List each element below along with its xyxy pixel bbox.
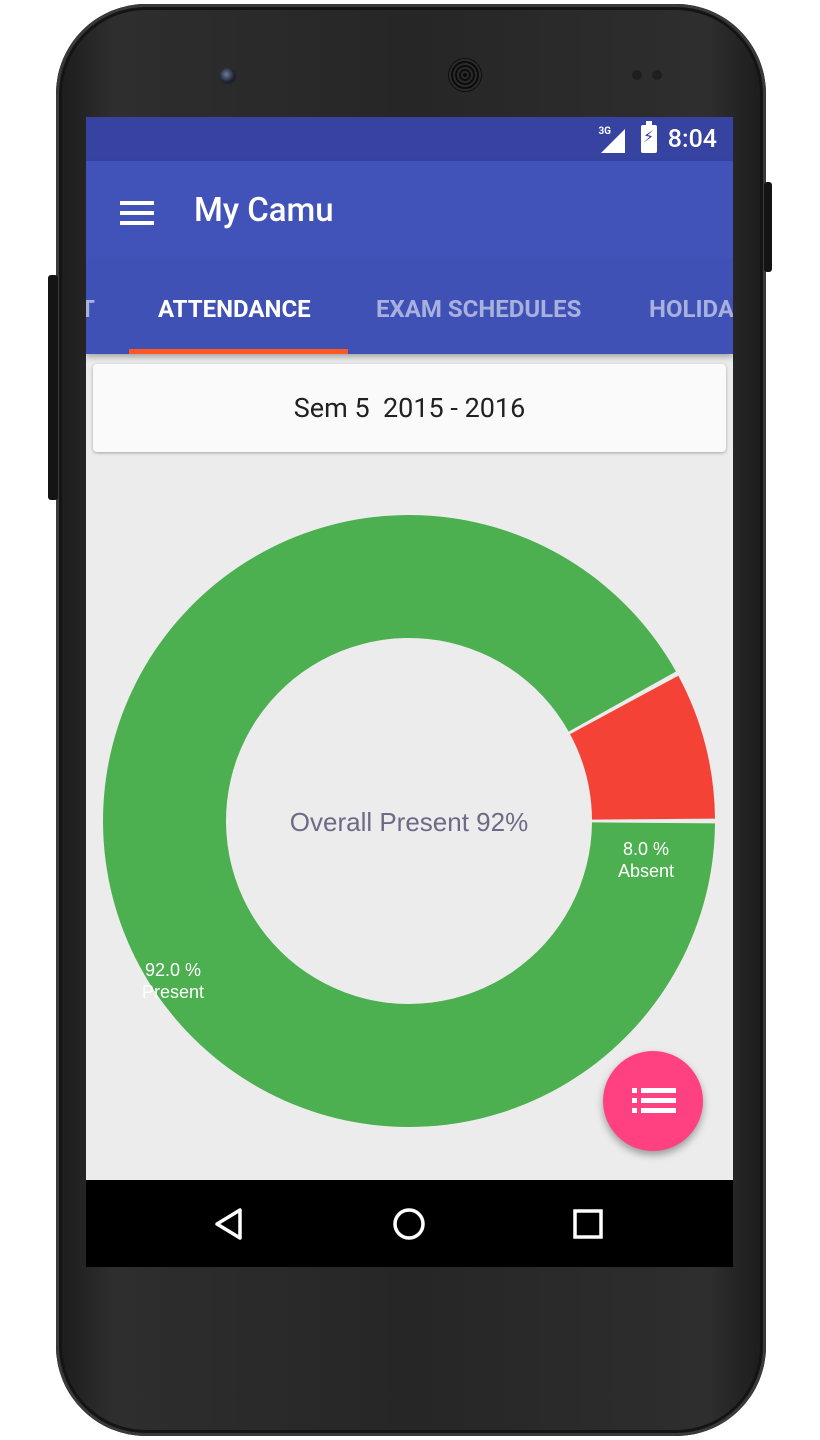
tab-previous[interactable]: T (86, 295, 95, 323)
absent-slice-name: Absent (618, 861, 674, 881)
tab-holidays[interactable]: HOLIDA (649, 295, 733, 323)
signal-icon (601, 129, 625, 153)
donut-slice-present (103, 514, 715, 1127)
attendance-donut-chart: 92.0 % Present 8.0 % Absent Overall Pres… (103, 514, 715, 1127)
tab-attendance[interactable]: ATTENDANCE (158, 295, 311, 323)
absent-slice-percent: 8.0 % (623, 839, 669, 859)
volume-button (48, 275, 58, 500)
semester-selector[interactable]: Sem 5 2015 - 2016 (93, 364, 726, 452)
power-button (764, 182, 772, 272)
light-sensor (652, 70, 662, 80)
tab-indicator (129, 349, 348, 354)
earpiece-speaker (448, 58, 482, 92)
present-slice-name: Present (142, 982, 204, 1002)
app-title: My Camu (194, 191, 334, 230)
tab-exam-schedules[interactable]: EXAM SCHEDULES (376, 295, 582, 323)
screen: 3G 8:04 My Camu T ATTENDANCE EXAM SCHEDU… (86, 117, 733, 1267)
front-camera (220, 68, 236, 84)
status-time: 8:04 (667, 125, 717, 154)
overall-present-label: Overall Present 92% (290, 807, 528, 837)
list-fab-button[interactable] (603, 1051, 703, 1151)
status-bar: 3G 8:04 (86, 117, 733, 161)
proximity-sensor (632, 70, 642, 80)
battery-charging-icon (641, 121, 657, 153)
tab-bar: T ATTENDANCE EXAM SCHEDULES HOLIDA (86, 261, 733, 354)
recents-icon[interactable] (568, 1204, 608, 1244)
donut-slice-absent (570, 675, 715, 820)
back-icon[interactable] (210, 1204, 250, 1244)
navigation-bar (86, 1180, 733, 1267)
list-icon (632, 1088, 676, 1114)
present-slice-percent: 92.0 % (145, 960, 201, 980)
app-bar: My Camu (86, 161, 733, 261)
hamburger-menu-icon[interactable] (120, 201, 154, 225)
home-icon[interactable] (389, 1204, 429, 1244)
